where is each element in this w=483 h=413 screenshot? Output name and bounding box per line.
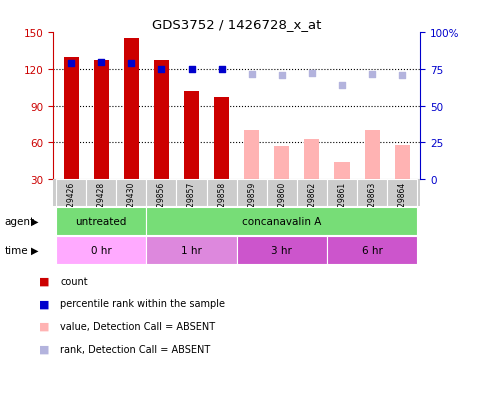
Title: GDS3752 / 1426728_x_at: GDS3752 / 1426728_x_at <box>152 17 321 31</box>
Bar <box>327 236 417 264</box>
Text: GSM429862: GSM429862 <box>307 181 316 227</box>
Bar <box>357 180 387 206</box>
Bar <box>154 61 169 180</box>
Text: GSM429857: GSM429857 <box>187 181 196 227</box>
Text: GSM429428: GSM429428 <box>97 181 106 227</box>
Bar <box>146 207 417 235</box>
Point <box>308 70 316 77</box>
Bar <box>56 180 86 206</box>
Bar <box>267 180 297 206</box>
Point <box>398 73 406 79</box>
Text: GSM429860: GSM429860 <box>277 181 286 227</box>
Point <box>248 71 256 78</box>
Point <box>338 82 346 89</box>
Text: GSM429426: GSM429426 <box>67 181 76 227</box>
Bar <box>327 180 357 206</box>
Bar <box>64 57 79 180</box>
Text: ■: ■ <box>39 276 49 286</box>
Text: ■: ■ <box>39 321 49 331</box>
Bar <box>184 92 199 180</box>
Bar <box>116 180 146 206</box>
Point <box>278 73 285 79</box>
Bar <box>365 131 380 180</box>
Text: ■: ■ <box>39 299 49 309</box>
Text: concanavalin A: concanavalin A <box>242 216 322 226</box>
Text: GSM429856: GSM429856 <box>157 181 166 227</box>
Point <box>128 60 135 67</box>
Point <box>218 66 226 73</box>
Text: 1 hr: 1 hr <box>181 245 202 255</box>
Bar <box>207 180 237 206</box>
Text: percentile rank within the sample: percentile rank within the sample <box>60 299 226 309</box>
Bar <box>274 147 289 180</box>
Text: GSM429858: GSM429858 <box>217 181 226 227</box>
Point <box>188 66 196 73</box>
Text: count: count <box>60 276 88 286</box>
Text: 0 hr: 0 hr <box>91 245 112 255</box>
Bar <box>395 145 410 180</box>
Point <box>368 71 376 78</box>
Point <box>67 60 75 67</box>
Text: GSM429863: GSM429863 <box>368 181 377 227</box>
Bar <box>56 236 146 264</box>
Bar <box>86 180 116 206</box>
Bar <box>334 163 350 180</box>
Bar <box>56 207 146 235</box>
Text: agent: agent <box>5 216 35 226</box>
Bar <box>146 180 176 206</box>
Text: ▶: ▶ <box>31 245 39 255</box>
Bar <box>176 180 207 206</box>
Bar <box>94 61 109 180</box>
Bar <box>124 39 139 180</box>
Text: time: time <box>5 245 28 255</box>
Text: ▶: ▶ <box>31 216 39 226</box>
Point <box>157 66 165 73</box>
Bar <box>244 131 259 180</box>
Text: value, Detection Call = ABSENT: value, Detection Call = ABSENT <box>60 321 215 331</box>
Text: 6 hr: 6 hr <box>362 245 383 255</box>
Bar <box>387 180 417 206</box>
Text: GSM429861: GSM429861 <box>338 181 346 227</box>
Text: ■: ■ <box>39 344 49 354</box>
Bar <box>297 180 327 206</box>
Bar <box>237 180 267 206</box>
Text: GSM429430: GSM429430 <box>127 181 136 228</box>
Text: rank, Detection Call = ABSENT: rank, Detection Call = ABSENT <box>60 344 211 354</box>
Bar <box>146 236 237 264</box>
Text: GSM429859: GSM429859 <box>247 181 256 227</box>
Point <box>98 59 105 66</box>
Text: 3 hr: 3 hr <box>271 245 292 255</box>
Text: GSM429864: GSM429864 <box>398 181 407 227</box>
Bar <box>237 236 327 264</box>
Text: untreated: untreated <box>75 216 127 226</box>
Bar <box>304 140 319 180</box>
Bar <box>214 98 229 180</box>
